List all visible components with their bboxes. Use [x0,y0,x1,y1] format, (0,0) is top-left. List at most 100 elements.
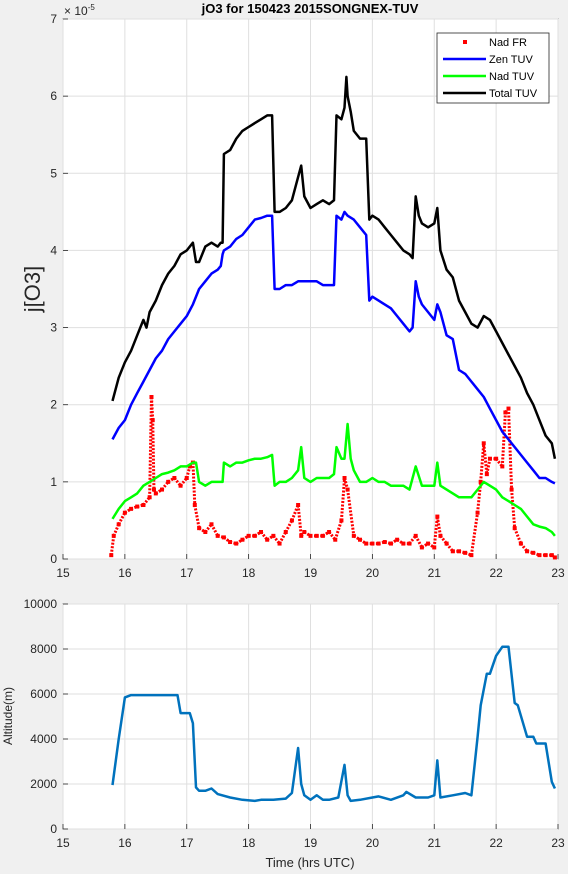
data-trace-nad-fr [259,531,269,541]
data-trace-nad-fr [210,523,220,537]
jo3-y-tick-label: 7 [50,12,57,26]
jo3-y-tick-label: 6 [50,89,57,103]
jo3-grid [62,18,559,560]
data-trace-nad-fr [439,534,448,545]
data-trace-nad-fr [148,396,153,498]
data-trace-nad-fr [167,476,176,484]
data-trace-nad-fr [300,531,306,537]
data-trace-nad-fr [359,538,367,545]
data-trace-nad-fr [421,542,429,549]
data-trace-nad-fr [193,504,201,529]
data-trace-nad-fr [235,538,244,545]
jo3-y-tick-label: 3 [50,321,57,335]
data-trace-nad-fr [519,542,529,553]
data-trace-nad-fr [160,480,170,491]
jo3-y-tick-label: 0 [50,552,57,566]
altitude-x-tick-label: 17 [180,836,194,850]
data-trace-nad-fr [290,504,300,521]
data-trace-nad-fr [469,512,480,556]
altitude-x-tick-label: 23 [551,836,565,850]
data-trace-nad-fr [507,408,514,490]
data-trace-nad-fr [284,519,294,533]
data-trace-nad-fr [550,553,556,559]
series-line-total-tuv [111,75,557,459]
jo3-x-tick-label: 16 [118,566,132,580]
data-trace-nad-fr [272,534,281,545]
data-trace-nad-fr [464,551,472,557]
data-trace-nad-fr [191,462,197,506]
altitude-x-tick-label: 20 [366,836,380,850]
jo3-legend: Nad FR Zen TUV Nad TUV Total TUV [436,32,550,104]
data-trace-nad-fr [384,540,392,546]
legend-label-zen-tuv: Zen TUV [489,54,533,66]
altitude-x-tick-label: 15 [56,836,70,850]
jo3-y-tick-label: 1 [50,475,57,489]
altitude-y-axis-label: Altitude(m) [1,687,15,745]
legend-marker-nad-fr [463,40,467,44]
data-trace-nad-fr [254,530,262,538]
data-trace-nad-fr [513,527,523,545]
data-trace-nad-fr [130,505,138,511]
data-trace-nad-fr [198,526,207,534]
data-trace-nad-fr [408,534,417,545]
data-trace-nad-fr [117,512,127,525]
jo3-x-tick-label: 15 [56,566,70,580]
jo3-y-tick-label: 4 [50,243,57,257]
data-trace-nad-fr [155,488,163,495]
data-trace-nad-fr [229,540,237,546]
data-trace-nad-fr [378,540,386,546]
data-trace-nad-fr [278,531,288,545]
jo3-x-ticks: 15 16 17 18 19 20 21 22 23 [56,554,565,580]
legend-label-nad-fr: Nad FR [489,37,527,49]
data-trace-nad-fr [296,504,303,537]
data-trace-nad-fr [396,538,405,545]
jo3-series-group [109,75,557,560]
data-trace-nad-fr [526,549,534,555]
altitude-x-axis-label: Time (hrs UTC) [265,855,354,870]
jo3-chart-title: jO3 for 150423 2015SONGNEX-TUV [201,1,419,16]
altitude-x-tick-label: 18 [242,836,256,850]
jo3-y-exponent: × 10-5 [64,3,95,18]
data-trace-nad-fr [485,458,492,475]
jo3-x-tick-label: 20 [366,566,380,580]
data-trace-nad-fr [173,477,182,487]
data-trace-nad-fr [427,542,436,549]
altitude-y-tick-label: 4000 [30,732,57,746]
data-trace-nad-fr [510,489,517,529]
jo3-x-tick-label: 21 [428,566,442,580]
data-trace-nad-fr [124,507,132,514]
legend-label-total-tuv: Total TUV [489,88,538,100]
data-trace-nad-fr [222,536,231,544]
jo3-y-axis-label: j[O3] [20,266,45,313]
data-trace-nad-fr [149,396,155,421]
jo3-x-tick-label: 18 [242,566,256,580]
altitude-y-tick-label: 8000 [30,642,57,656]
series-line-altitude [111,645,557,803]
data-trace-nad-fr [179,477,188,487]
data-trace-nad-fr [303,530,312,538]
jo3-y-tick-label: 2 [50,398,57,412]
altitude-x-tick-label: 19 [304,836,318,850]
data-trace-nad-fr [445,542,454,553]
series-line-zen-tuv [111,210,556,485]
data-trace-nad-fr [353,534,361,541]
jo3-y-tick-label: 5 [50,166,57,180]
jo3-y-exponent-base: × 10 [64,4,88,18]
data-trace-nad-fr [322,530,330,538]
altitude-y-ticks: 0 2000 4000 6000 8000 10000 [24,597,68,836]
data-trace-nad-fr [339,477,347,521]
altitude-x-ticks: 15 16 17 18 19 20 21 22 23 [56,824,565,850]
data-trace-nad-fr [346,489,356,537]
altitude-chart: 15 16 17 18 19 20 21 22 23 0 2000 4000 6000 8000 1000… [1,597,565,870]
series-line-nad-tuv [111,422,556,537]
data-trace-nad-fr [142,496,151,506]
data-trace-nad-fr [204,523,213,533]
jo3-x-tick-label: 23 [551,566,565,580]
legend-label-nad-tuv: Nad TUV [489,71,535,83]
data-trace-nad-fr [266,534,275,541]
altitude-y-tick-label: 6000 [30,687,57,701]
altitude-x-tick-label: 16 [118,836,132,850]
data-trace-nad-fr [390,538,398,545]
data-trace-nad-fr [479,443,486,482]
